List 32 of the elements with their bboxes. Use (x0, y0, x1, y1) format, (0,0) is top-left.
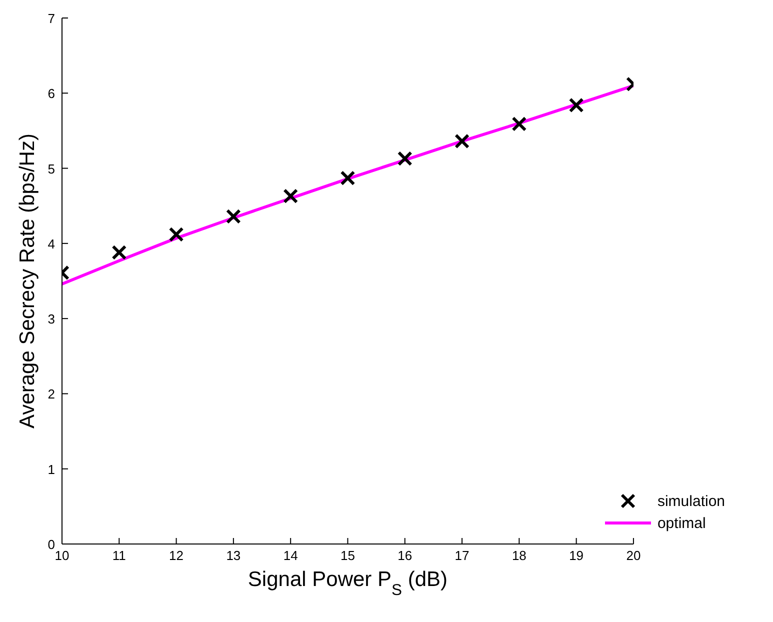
x-tick-label: 17 (454, 548, 470, 563)
point (512, 116, 527, 132)
point (168, 226, 184, 242)
x-tick-label: 10 (54, 548, 70, 563)
y-tick-label: 6 (48, 86, 55, 102)
point (568, 98, 584, 113)
point (112, 244, 127, 260)
y-tick-label: 1 (48, 462, 55, 477)
y-tick-label: 3 (48, 312, 55, 327)
x-tick-label: 14 (283, 548, 298, 563)
y-tick-label: 7 (48, 11, 55, 26)
y-tick-label: 2 (48, 386, 55, 402)
y-axis-title: Average Secrecy Rate (bps/Hz) (16, 134, 39, 428)
point (283, 188, 298, 204)
x-tick-label: 12 (169, 548, 184, 563)
point (397, 151, 412, 166)
y-tick-label: 4 (48, 236, 55, 252)
x-tick-label: 15 (340, 548, 355, 563)
point (340, 170, 356, 186)
x-tick-label: 19 (569, 548, 584, 563)
x-tick-label: 13 (226, 548, 241, 563)
x-tick-label: 20 (626, 548, 641, 563)
legend-label: optimal (657, 514, 706, 532)
point (454, 134, 470, 149)
y-tick-label: 0 (48, 537, 55, 552)
x-axis-title: Signal Power P$_{S}$ (dB) (248, 568, 448, 598)
x-tick-label: 18 (512, 548, 526, 563)
legend-label: simulation (657, 492, 725, 510)
y-tick-label: 5 (48, 161, 55, 176)
point (226, 208, 241, 224)
x-tick-label: 16 (398, 548, 412, 563)
x-tick-label: 11 (112, 548, 126, 563)
